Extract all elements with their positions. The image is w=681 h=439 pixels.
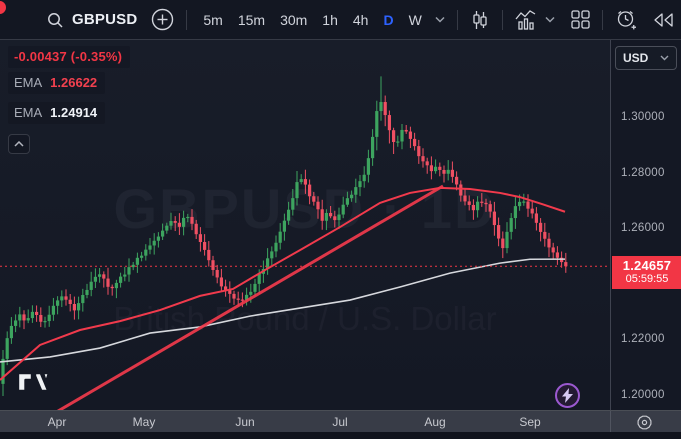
time-tick-sep: Sep (519, 415, 541, 429)
toolbar-divider (501, 9, 503, 30)
time-tick-may: May (132, 415, 156, 429)
time-tick-jun: Jun (235, 415, 255, 429)
search-icon[interactable] (46, 11, 64, 29)
price-tick-1.22000: 1.22000 (621, 333, 665, 345)
indicators-chevron-down-icon[interactable] (545, 16, 555, 23)
price-change-value: -0.00437 (-0.35%) (14, 49, 123, 64)
timeframe-d[interactable]: D (383, 11, 394, 28)
currency-label: USD (623, 51, 649, 65)
last-price-label: 1.24657 05:59:55 (612, 255, 681, 289)
symbol-name[interactable]: GBPUSD (72, 11, 138, 28)
price-tick-1.30000: 1.30000 (621, 111, 665, 123)
time-tick-apr: Apr (47, 415, 67, 429)
chevron-down-icon (660, 55, 669, 61)
price-tick-1.20000: 1.20000 (621, 388, 665, 401)
price-tick-1.26000: 1.26000 (621, 222, 665, 234)
indicator-legend: EMA 1.26622 EMA 1.24914 (8, 72, 130, 128)
indicator-row-ema-1[interactable]: EMA 1.24914 (8, 102, 130, 128)
candlestick-chart[interactable] (0, 40, 610, 410)
price-axis[interactable]: USD 1.24657 05:59:55 1.30000 1.28000 1.260… (610, 40, 681, 410)
alert-plus-icon[interactable] (615, 9, 637, 31)
timeframe-30m[interactable]: 30m (280, 11, 308, 28)
toolbar-divider (456, 9, 458, 30)
indicator-value: 1.24914 (50, 105, 98, 120)
timeframe-5m[interactable]: 5m (203, 11, 223, 28)
indicator-label: EMA (14, 75, 43, 90)
layout-grid-icon[interactable] (571, 10, 590, 29)
indicator-row-ema-0[interactable]: EMA 1.26622 (8, 72, 130, 98)
time-tick-jul: Jul (332, 415, 348, 429)
timeframe-4h[interactable]: 4h (352, 11, 369, 28)
axis-corner-divider (610, 411, 611, 433)
compare-plus-icon[interactable] (151, 8, 174, 31)
bar-countdown: 05:59:55 (625, 272, 669, 285)
timeframe-1h[interactable]: 1h (322, 11, 338, 28)
time-axis[interactable]: Apr May Jun Jul Aug Sep (0, 410, 681, 433)
bar-replay-icon[interactable] (653, 12, 674, 28)
chart-style-candles-icon[interactable] (470, 10, 490, 30)
chart-pane[interactable]: GBPUSD · 1D British Pound / U.S. Dollar … (0, 40, 610, 410)
flash-boost-icon[interactable] (555, 383, 580, 408)
last-price-value: 1.24657 (622, 257, 672, 273)
timeframe-chevron-down-icon[interactable] (435, 16, 445, 23)
tradingview-logo[interactable] (16, 370, 54, 399)
currency-dropdown[interactable]: USD (615, 46, 677, 70)
chart-settings-gear-icon[interactable] (631, 412, 657, 432)
price-change-row: -0.00437 (-0.35%) (8, 46, 131, 68)
indicator-label: EMA (14, 105, 43, 120)
top-toolbar: GBPUSD 5m 15m 30m 1h 4h D W (0, 0, 681, 40)
legend-collapse-button[interactable] (8, 134, 30, 154)
chart-legend: -0.00437 (-0.35%) EMA 1.26622 EMA 1.24914 (8, 46, 131, 154)
time-tick-aug: Aug (424, 415, 446, 429)
window-bottom-edge (0, 432, 681, 439)
timeframe-15m[interactable]: 15m (237, 11, 266, 28)
toolbar-divider (186, 9, 188, 30)
price-tick-1.28000: 1.28000 (621, 166, 665, 179)
notification-badge[interactable] (0, 1, 6, 14)
toolbar-divider (601, 9, 603, 30)
indicators-icon[interactable] (515, 9, 537, 30)
indicator-value: 1.26622 (50, 75, 98, 90)
timeframe-group: 5m 15m 30m 1h 4h D W (203, 12, 421, 28)
timeframe-w[interactable]: W (408, 11, 422, 28)
